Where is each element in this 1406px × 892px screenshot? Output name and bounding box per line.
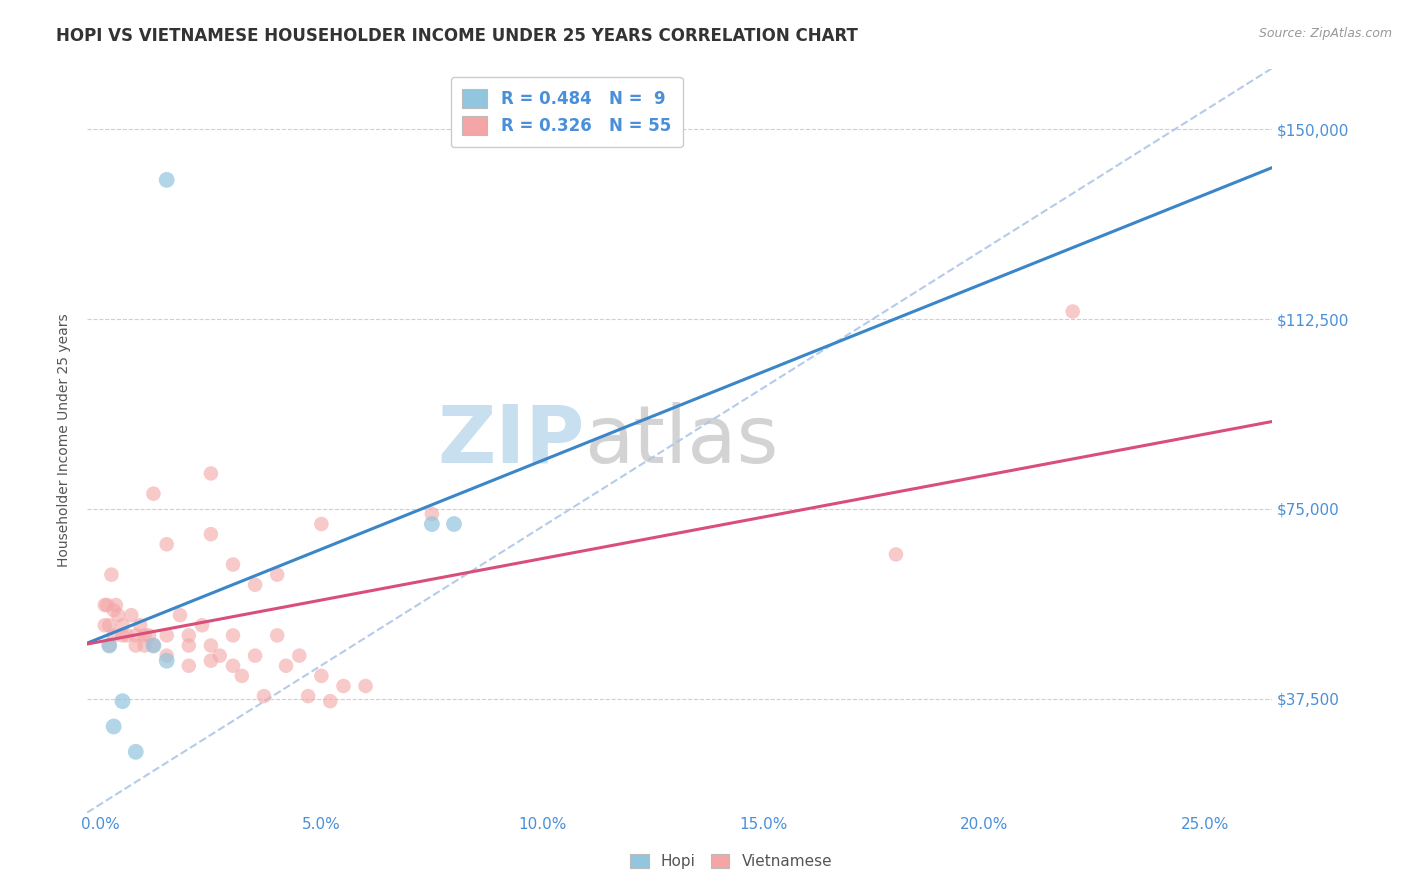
Point (354, 679, 377, 693)
Point (200, 527, 222, 541)
Point (103, 628, 125, 642)
Point (253, 689, 276, 703)
Point (111, 694, 134, 708)
Point (156, 173, 179, 187)
Point (120, 608, 142, 623)
Point (332, 679, 354, 693)
Point (94, 598, 117, 612)
Point (156, 628, 179, 642)
Point (243, 578, 266, 592)
Point (134, 628, 156, 642)
Point (111, 618, 134, 632)
Text: ZIP: ZIP (437, 401, 585, 480)
Point (311, 669, 333, 683)
Point (98, 618, 121, 632)
Point (200, 639, 222, 653)
Point (169, 608, 191, 623)
Point (222, 628, 245, 642)
Point (98, 639, 121, 653)
Point (266, 567, 288, 582)
Point (319, 694, 342, 708)
Point (156, 654, 179, 668)
Point (191, 618, 214, 632)
Point (134, 639, 156, 653)
Point (420, 516, 443, 531)
Point (208, 648, 231, 663)
Text: Source: ZipAtlas.com: Source: ZipAtlas.com (1258, 27, 1392, 40)
Point (111, 628, 134, 642)
Point (156, 648, 179, 663)
Text: HOPI VS VIETNAMESE HOUSEHOLDER INCOME UNDER 25 YEARS CORRELATION CHART: HOPI VS VIETNAMESE HOUSEHOLDER INCOME UN… (56, 27, 858, 45)
Point (274, 658, 297, 673)
Point (138, 628, 160, 642)
Point (200, 654, 222, 668)
Point (103, 603, 125, 617)
Point (420, 507, 443, 521)
Point (96, 598, 118, 612)
Point (884, 548, 907, 562)
Point (125, 628, 148, 642)
Legend: Hopi, Vietnamese: Hopi, Vietnamese (624, 848, 838, 875)
Point (443, 516, 465, 531)
Point (177, 628, 200, 642)
Point (311, 516, 333, 531)
Point (231, 669, 253, 683)
Point (104, 598, 127, 612)
Point (129, 618, 152, 632)
Point (297, 689, 319, 703)
Point (115, 628, 138, 642)
Point (94, 618, 117, 632)
Point (98, 639, 121, 653)
Point (100, 567, 122, 582)
Point (222, 658, 245, 673)
Y-axis label: Householder Income Under 25 years: Householder Income Under 25 years (58, 314, 72, 567)
Point (243, 648, 266, 663)
Point (107, 608, 129, 623)
Point (177, 658, 200, 673)
Point (200, 467, 222, 481)
Point (103, 719, 125, 733)
Legend: R = 0.484   N =  9, R = 0.326   N = 55: R = 0.484 N = 9, R = 0.326 N = 55 (451, 77, 683, 147)
Point (266, 628, 288, 642)
Text: atlas: atlas (585, 401, 779, 480)
Point (1062, 304, 1084, 318)
Point (222, 558, 245, 572)
Point (177, 639, 200, 653)
Point (125, 639, 148, 653)
Point (142, 639, 165, 653)
Point (125, 745, 148, 759)
Point (288, 648, 311, 663)
Point (156, 537, 179, 551)
Point (142, 486, 165, 500)
Point (142, 639, 165, 653)
